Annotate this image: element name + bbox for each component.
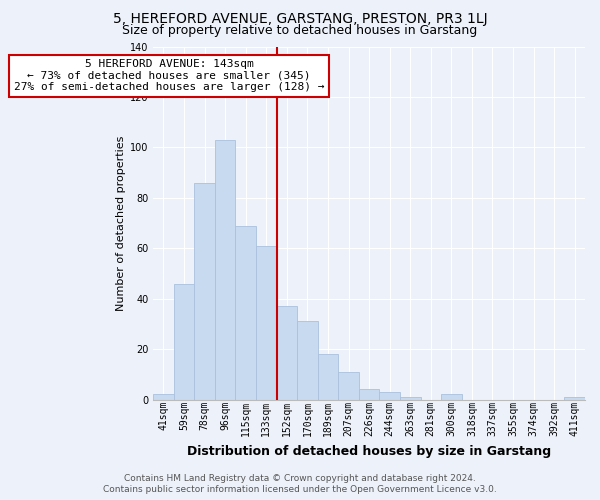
Y-axis label: Number of detached properties: Number of detached properties [116, 136, 125, 310]
Bar [256, 246, 277, 400]
Bar [215, 140, 235, 400]
Bar [235, 226, 256, 400]
Bar [441, 394, 461, 400]
Bar [153, 394, 174, 400]
Text: Contains HM Land Registry data © Crown copyright and database right 2024.
Contai: Contains HM Land Registry data © Crown c… [103, 474, 497, 494]
Bar [379, 392, 400, 400]
Bar [400, 397, 421, 400]
Bar [277, 306, 297, 400]
Text: 5 HEREFORD AVENUE: 143sqm
← 73% of detached houses are smaller (345)
27% of semi: 5 HEREFORD AVENUE: 143sqm ← 73% of detac… [14, 59, 324, 92]
Text: 5, HEREFORD AVENUE, GARSTANG, PRESTON, PR3 1LJ: 5, HEREFORD AVENUE, GARSTANG, PRESTON, P… [113, 12, 487, 26]
Bar [359, 390, 379, 400]
X-axis label: Distribution of detached houses by size in Garstang: Distribution of detached houses by size … [187, 444, 551, 458]
Bar [338, 372, 359, 400]
Bar [194, 182, 215, 400]
Bar [174, 284, 194, 400]
Bar [297, 322, 317, 400]
Text: Size of property relative to detached houses in Garstang: Size of property relative to detached ho… [122, 24, 478, 37]
Bar [565, 397, 585, 400]
Bar [317, 354, 338, 400]
